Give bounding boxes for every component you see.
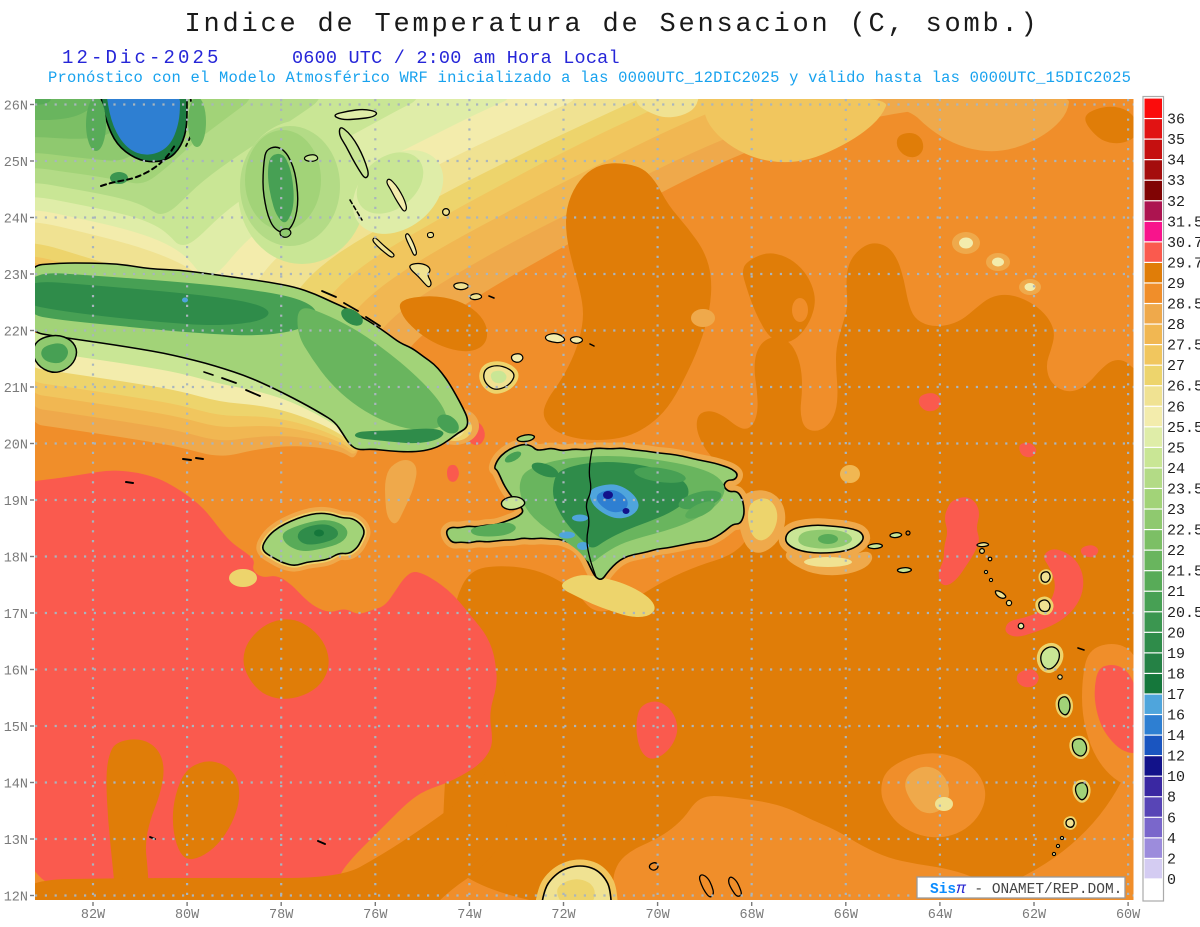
svg-text:21.5: 21.5: [1167, 564, 1200, 581]
svg-text:27: 27: [1167, 358, 1185, 375]
svg-text:Indice de Temperatura de Sensa: Indice de Temperatura de Sensacion (C, s…: [184, 10, 1039, 40]
svg-text:24: 24: [1167, 461, 1185, 478]
svg-text:14: 14: [1167, 728, 1185, 745]
svg-text:Sisπ - ONAMET/REP.DOM.: Sisπ - ONAMET/REP.DOM.: [930, 880, 1122, 898]
svg-text:23.5: 23.5: [1167, 482, 1200, 499]
svg-text:22: 22: [1167, 543, 1185, 560]
svg-text:27.5: 27.5: [1167, 338, 1200, 355]
svg-text:70W: 70W: [645, 908, 670, 923]
svg-text:21: 21: [1167, 584, 1185, 601]
svg-text:22.5: 22.5: [1167, 523, 1200, 540]
svg-text:33: 33: [1167, 173, 1185, 190]
svg-text:66W: 66W: [834, 908, 859, 923]
svg-text:80W: 80W: [175, 908, 200, 923]
svg-text:25.5: 25.5: [1167, 420, 1200, 437]
svg-text:19N: 19N: [4, 495, 28, 510]
svg-text:29.7: 29.7: [1167, 255, 1200, 272]
svg-text:30.7: 30.7: [1167, 235, 1200, 252]
svg-text:72W: 72W: [551, 908, 576, 923]
svg-text:13N: 13N: [4, 834, 28, 849]
svg-text:15N: 15N: [4, 721, 28, 736]
svg-text:35: 35: [1167, 132, 1185, 149]
svg-text:0600 UTC / 2:00 am Hora Local: 0600 UTC / 2:00 am Hora Local: [292, 48, 620, 69]
svg-text:20: 20: [1167, 625, 1185, 642]
svg-text:23N: 23N: [4, 269, 28, 284]
svg-text:29: 29: [1167, 276, 1185, 293]
svg-text:24N: 24N: [4, 212, 28, 227]
svg-text:76W: 76W: [363, 908, 388, 923]
svg-text:12: 12: [1167, 749, 1185, 766]
svg-text:62W: 62W: [1022, 908, 1047, 923]
svg-text:12N: 12N: [4, 890, 28, 905]
svg-text:82W: 82W: [81, 908, 106, 923]
svg-text:22N: 22N: [4, 325, 28, 340]
svg-text:60W: 60W: [1116, 908, 1141, 923]
svg-text:36: 36: [1167, 112, 1185, 129]
svg-text:4: 4: [1167, 831, 1176, 848]
svg-text:16: 16: [1167, 708, 1185, 725]
svg-text:20N: 20N: [4, 438, 28, 453]
svg-text:74W: 74W: [457, 908, 482, 923]
svg-text:19: 19: [1167, 646, 1185, 663]
svg-text:34: 34: [1167, 153, 1185, 170]
svg-text:64W: 64W: [928, 908, 953, 923]
svg-text:23: 23: [1167, 502, 1185, 519]
svg-text:31.5: 31.5: [1167, 214, 1200, 231]
svg-text:26N: 26N: [4, 99, 28, 114]
svg-text:25: 25: [1167, 440, 1185, 457]
svg-text:28: 28: [1167, 317, 1185, 334]
svg-text:6: 6: [1167, 810, 1176, 827]
svg-text:20.5: 20.5: [1167, 605, 1200, 622]
svg-text:18: 18: [1167, 666, 1185, 683]
svg-text:8: 8: [1167, 790, 1176, 807]
svg-text:28.5: 28.5: [1167, 297, 1200, 314]
svg-text:21N: 21N: [4, 382, 28, 397]
svg-text:10: 10: [1167, 769, 1185, 786]
svg-text:14N: 14N: [4, 777, 28, 792]
svg-text:32: 32: [1167, 194, 1185, 211]
svg-text:26.5: 26.5: [1167, 379, 1200, 396]
svg-text:26: 26: [1167, 399, 1185, 416]
svg-text:16N: 16N: [4, 664, 28, 679]
svg-text:17N: 17N: [4, 608, 28, 623]
svg-text:18N: 18N: [4, 551, 28, 566]
svg-text:Pronóstico con el Modelo Atmos: Pronóstico con el Modelo Atmosférico WRF…: [48, 69, 1131, 87]
svg-text:17: 17: [1167, 687, 1185, 704]
svg-text:2: 2: [1167, 851, 1176, 868]
svg-text:0: 0: [1167, 872, 1176, 889]
svg-text:68W: 68W: [740, 908, 765, 923]
svg-text:12-Dic-2025: 12-Dic-2025: [62, 47, 222, 69]
svg-text:78W: 78W: [269, 908, 294, 923]
svg-text:25N: 25N: [4, 156, 28, 171]
